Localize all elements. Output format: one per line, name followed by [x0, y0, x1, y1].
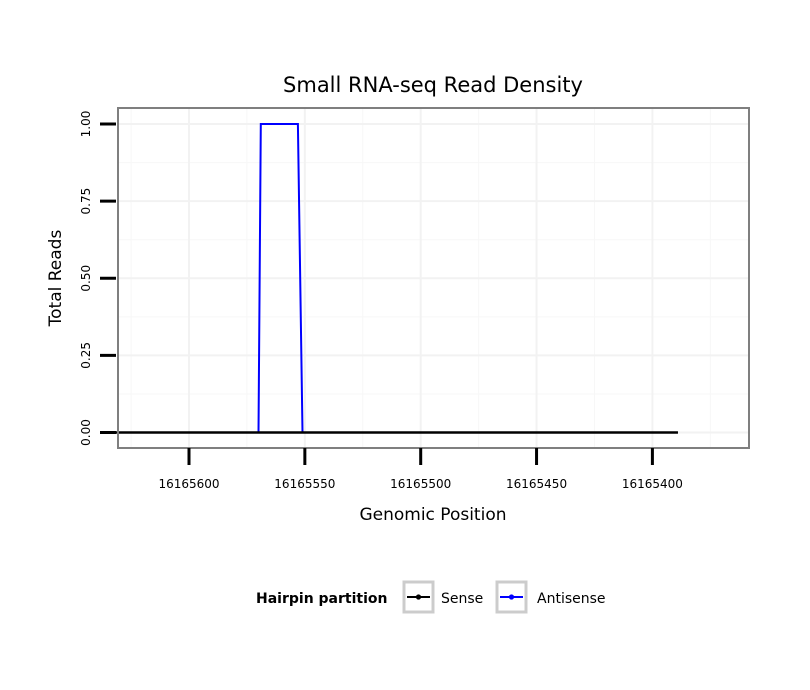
series-layer — [103, 123, 678, 434]
legend-label-sense: Sense — [441, 591, 483, 607]
legend-marker-antisense — [508, 594, 515, 600]
legend-item-sense: Sense — [402, 580, 483, 614]
legend: Hairpin partition Sense Antisense — [256, 580, 606, 614]
grid — [118, 108, 749, 448]
x-tick-label: 16165600 — [158, 477, 219, 491]
plot-panel-border — [117, 107, 750, 449]
legend-label-antisense: Antisense — [537, 591, 606, 607]
y-tick-label: 0.75 — [79, 188, 93, 215]
y-tick-label: 0.25 — [79, 342, 93, 369]
x-axis-title: Genomic Position — [359, 505, 506, 525]
x-tick-label: 16165500 — [390, 477, 451, 491]
series-line-antisense — [257, 123, 304, 433]
axis-ticks — [100, 122, 654, 465]
x-tick-label: 16165450 — [506, 477, 567, 491]
y-tick-label: 0.50 — [79, 265, 93, 292]
x-tick-label: 16165400 — [622, 477, 683, 491]
y-tick-label: 1.00 — [79, 111, 93, 138]
chart-title: Small RNA-seq Read Density — [283, 73, 583, 97]
legend-title: Hairpin partition — [256, 591, 387, 607]
x-tick-label: 16165550 — [274, 477, 335, 491]
legend-marker-sense — [415, 594, 422, 600]
legend-item-antisense: Antisense — [495, 580, 606, 614]
y-tick-label: 0.00 — [79, 419, 93, 446]
axis-tick-labels: 16165600 16165550 16165500 16165450 16165400… — [79, 111, 683, 491]
y-axis-title: Total Reads — [46, 230, 66, 328]
